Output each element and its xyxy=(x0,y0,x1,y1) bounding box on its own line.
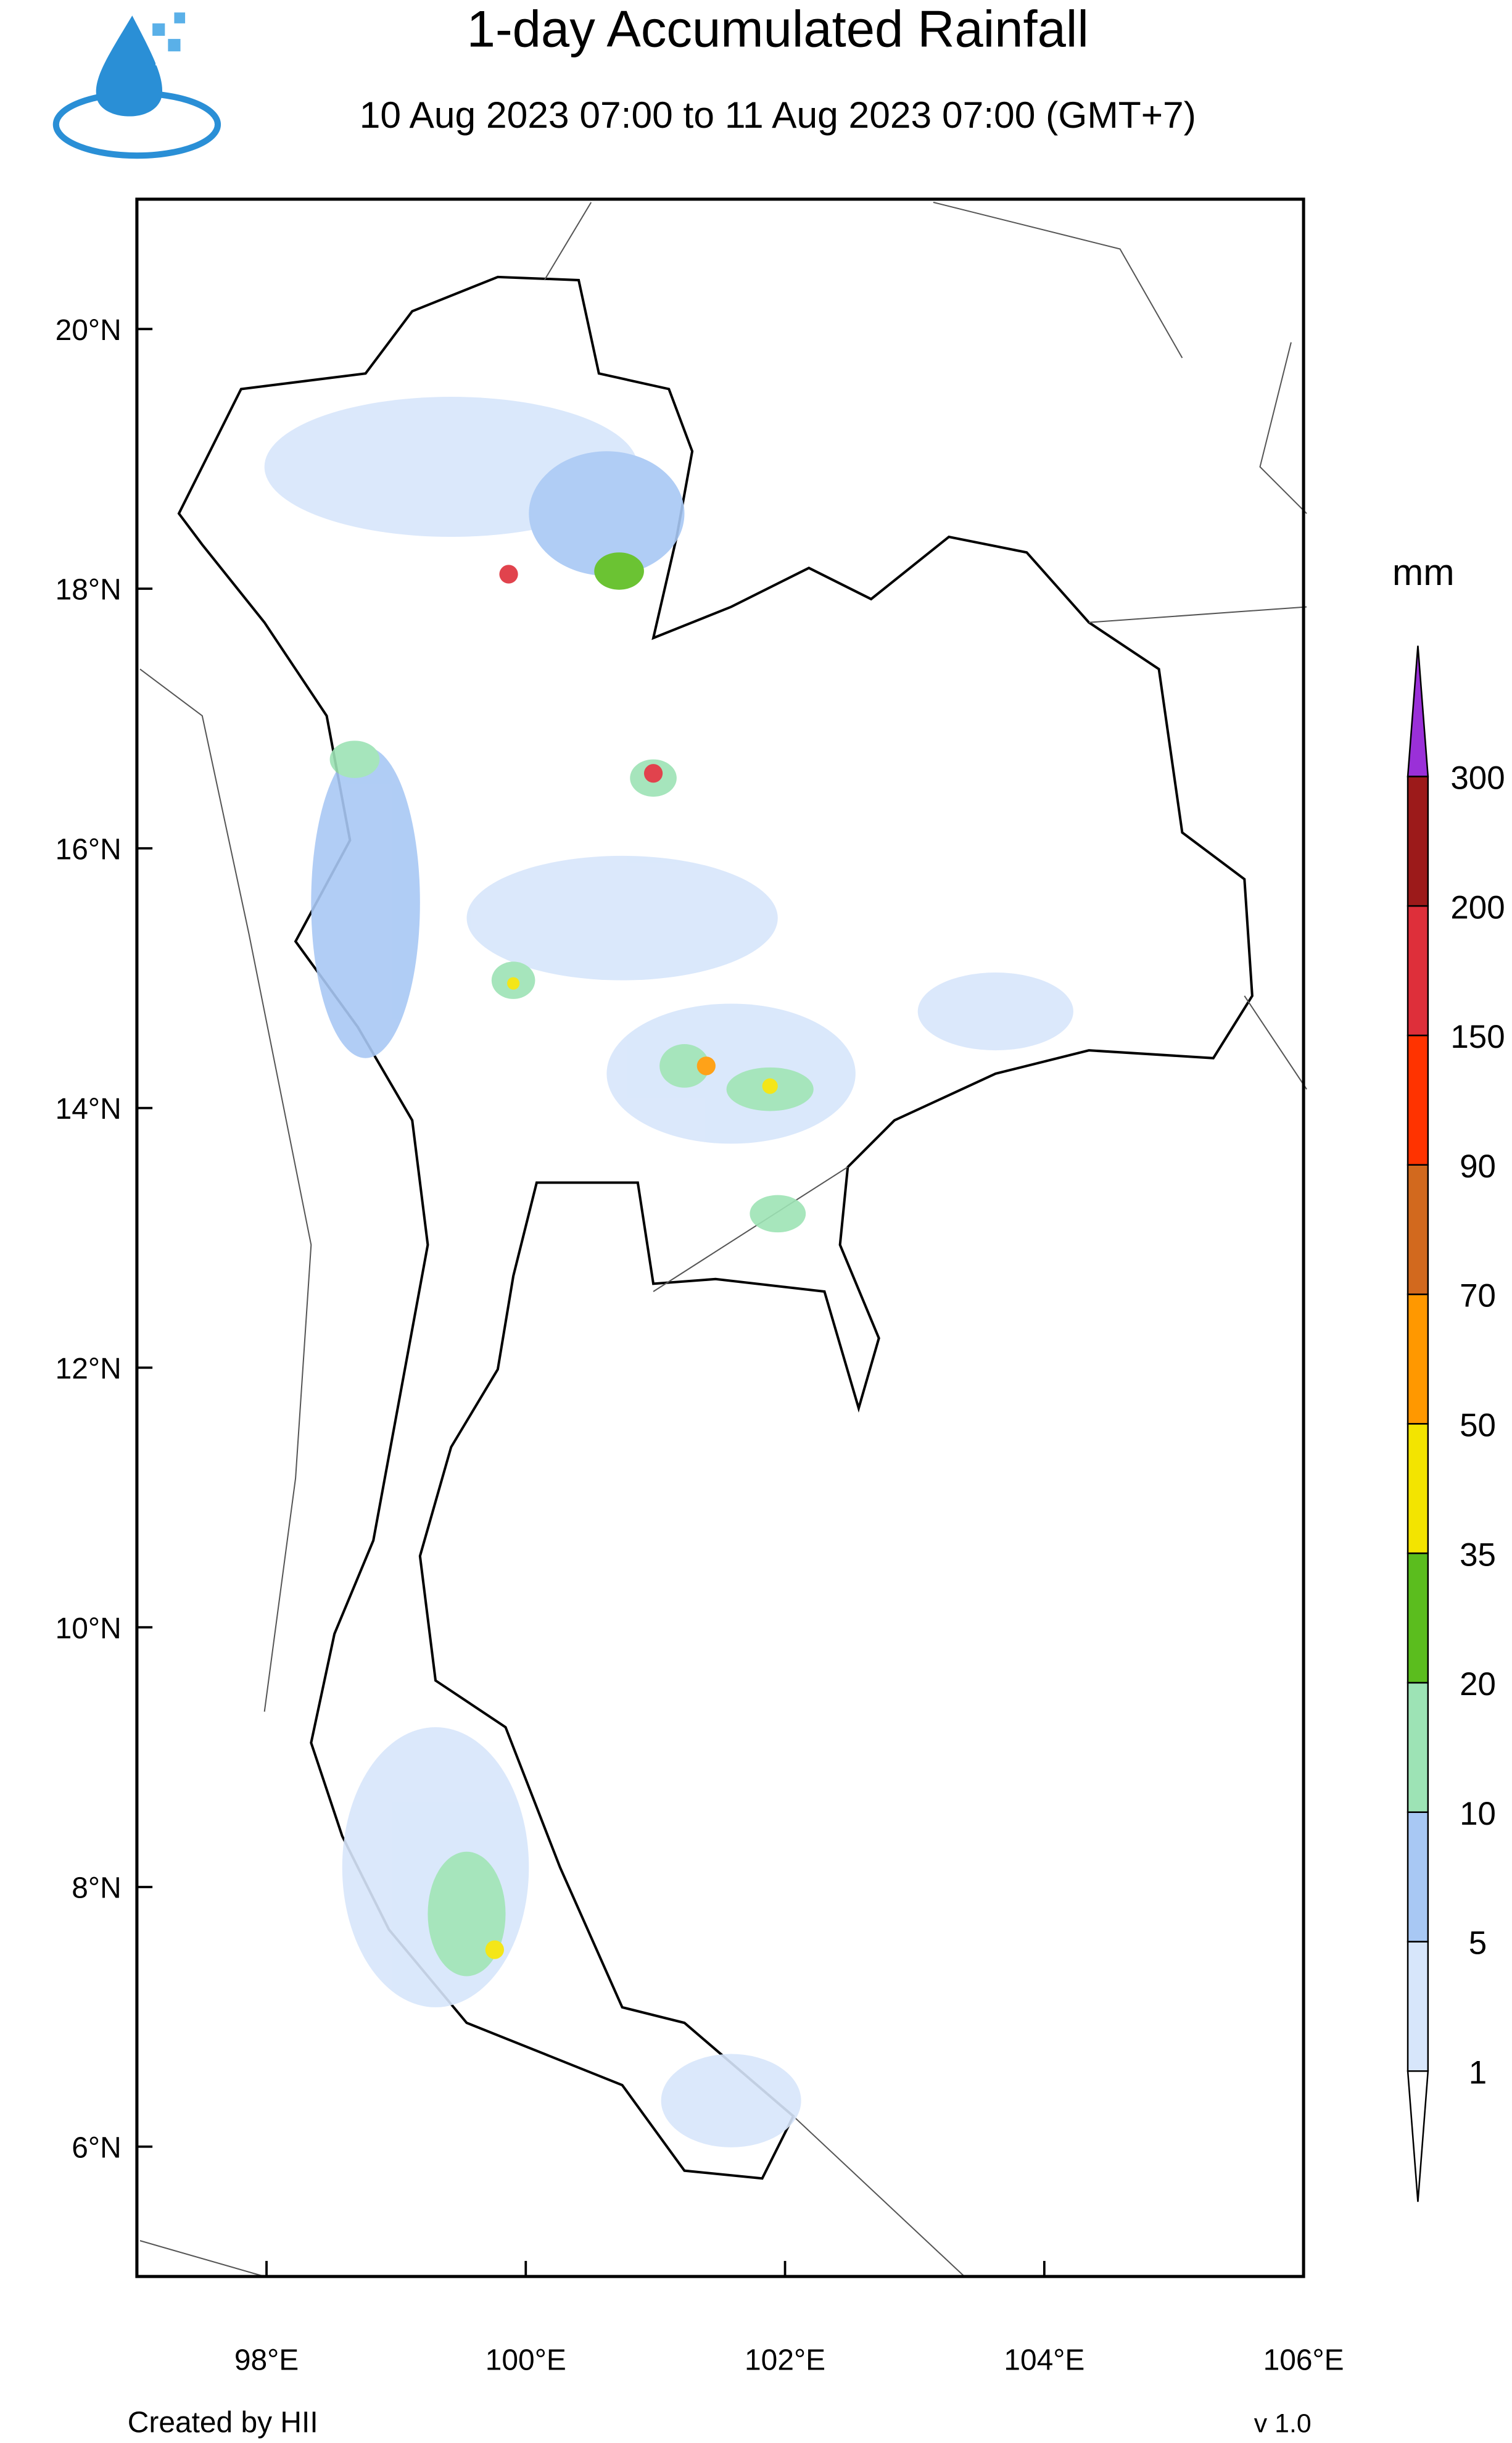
rainfall-field xyxy=(264,397,1073,2147)
colorbar-label: 20 xyxy=(1460,1666,1496,1703)
colorbar-label: 150 xyxy=(1450,1019,1505,1055)
colorbar-segment xyxy=(1407,1552,1429,1684)
y-tick-label: 20°N xyxy=(56,314,122,347)
colorbar-extend-low xyxy=(1407,2070,1429,2202)
x-tick-label: 98°E xyxy=(234,2344,299,2376)
subtitle: 10 Aug 2023 07:00 to 11 Aug 2023 07:00 (… xyxy=(360,94,1196,136)
colorbar-label: 90 xyxy=(1460,1148,1496,1185)
footer-right: v 1.0 xyxy=(1254,2408,1312,2438)
colorbar-segment xyxy=(1407,905,1429,1037)
colorbar-segment xyxy=(1407,1682,1429,1813)
land xyxy=(139,201,1307,2278)
colorbar-segment xyxy=(1407,1293,1429,1425)
colorbar-label: 200 xyxy=(1450,889,1505,926)
y-tick-label: 10°N xyxy=(56,1612,122,1645)
colorbar-segment xyxy=(1407,1423,1429,1554)
colorbar-label: 50 xyxy=(1460,1407,1496,1443)
colorbar-unit: mm xyxy=(1392,551,1455,593)
colorbar-segment xyxy=(1407,1164,1429,1295)
y-tick-label: 14°N xyxy=(56,1093,122,1126)
footer-left: Created by HII xyxy=(128,2406,318,2439)
colorbar-label: 5 xyxy=(1469,1925,1487,1962)
y-tick-label: 8°N xyxy=(72,1872,121,1905)
x-tick-label: 102°E xyxy=(745,2344,825,2376)
y-tick-label: 12°N xyxy=(56,1353,122,1385)
colorbar-segment xyxy=(1407,1811,1429,1943)
colorbar-label: 35 xyxy=(1460,1537,1496,1573)
title: 1-day Accumulated Rainfall xyxy=(467,1,1089,58)
y-tick-label: 18°N xyxy=(56,574,122,607)
colorbar-label: 1 xyxy=(1469,2054,1487,2091)
y-tick-label: 16°N xyxy=(56,833,122,866)
map-frame xyxy=(135,197,1305,2278)
x-tick-label: 106°E xyxy=(1263,2344,1344,2376)
colorbar-segment xyxy=(1407,1941,1429,2072)
logo xyxy=(52,12,221,159)
colorbar-extend-high xyxy=(1407,645,1429,778)
colorbar-label: 70 xyxy=(1460,1278,1496,1314)
colorbar-label: 10 xyxy=(1460,1796,1496,1832)
colorbar-label: 300 xyxy=(1450,760,1505,796)
y-tick-label: 6°N xyxy=(72,2131,121,2164)
x-tick-label: 100°E xyxy=(485,2344,566,2376)
x-tick-label: 104°E xyxy=(1004,2344,1084,2376)
colorbar-segment xyxy=(1407,1034,1429,1166)
colorbar-segment xyxy=(1407,776,1429,907)
